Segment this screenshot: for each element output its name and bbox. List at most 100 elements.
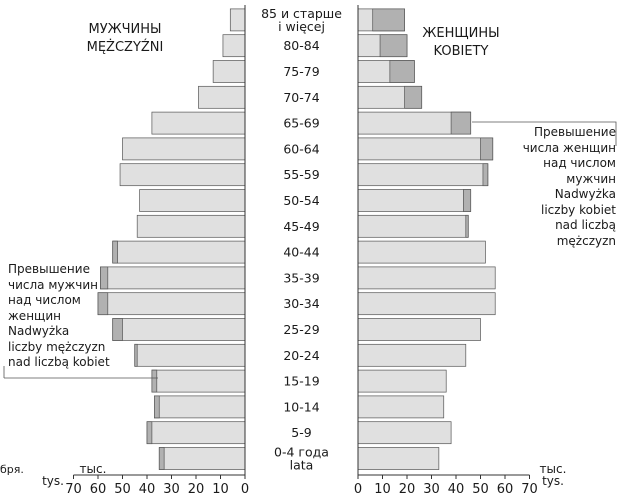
male-heading: МУЖЧИНЫ [88,22,161,37]
right-tick-label: 0 [354,482,362,497]
female-bar [357,421,452,445]
female-bar [357,214,469,238]
male-bar [119,163,246,187]
male-bar [151,369,246,393]
female-bar [357,292,496,316]
male-excess-annotation-line: женщин [8,308,61,323]
female-bar [357,343,467,367]
age-group-label: 20-24 [283,348,319,363]
right-unit-label: tys. [542,474,564,488]
right-tick-label: 50 [472,482,489,497]
left-tick-label: 0 [241,482,249,497]
age-group-label: 50-54 [283,193,319,208]
female-heading: ЖЕНЩИНЫ [422,26,499,41]
male-excess-segment [146,421,153,445]
female-excess-segment [463,189,472,212]
age-group-label: 15-19 [283,374,319,389]
left-unit-label: tys. [42,474,64,488]
male-excess-annotation-line: над числом [8,293,81,307]
male-bar [158,447,246,470]
female-excess-annotation-line: мужчин [566,171,616,186]
right-unit-label: тыс. [540,462,567,476]
right-tick-label: 30 [423,482,440,497]
male-excess-segment [100,266,109,290]
age-group-label: 0-4 года [274,445,329,460]
male-bar [139,189,246,212]
age-group-label: 30-34 [283,296,319,311]
male-excess-annotation-line: liczby mężczyzn [8,339,106,354]
age-group-label: 40-44 [283,245,319,260]
right-tick-label: 40 [448,482,465,497]
male-excess-annotation: Превышение числа мужчин над числом женщин Na… [8,262,138,371]
female-excess-annotation-line: над числом [543,156,616,170]
female-excess-segment [404,85,423,109]
female-excess-annotation-line: числа женщин [522,140,616,155]
left-tick-label: 70 [65,482,82,497]
age-group-label: 65-69 [283,116,319,131]
male-excess-segment [97,292,109,316]
left-tick-label: 30 [163,482,180,497]
age-group-label: 55-59 [283,167,319,182]
male-excess-annotation-line: nad liczbą kobiet [8,355,110,369]
female-excess-segment [389,60,415,83]
male-excess-segment [112,318,123,341]
female-bar [357,163,489,187]
female-bar [357,395,445,419]
female-excess-annotation-line: liczby kobiet [541,202,616,217]
right-tick-label: 70 [521,482,538,497]
male-bar [151,111,246,135]
female-excess-annotation-line: nad liczbą [555,218,616,232]
annotation-leader-lines [3,121,617,379]
male-bar [134,343,246,367]
clipped-left-text: бря. [0,463,24,476]
female-excess-segment [379,34,408,58]
right-tick-label: 60 [497,482,514,497]
female-bar [357,266,496,290]
male-excess-segment [158,447,165,470]
age-group-label: 45-49 [283,219,319,234]
male-excess-annotation-line: Превышение [8,262,90,276]
left-tick-label: 50 [114,482,131,497]
right-tick-label: 20 [399,482,416,497]
age-group-label: i więcej [278,19,325,34]
female-excess-segment [482,163,489,187]
male-bar [229,8,246,32]
male-heading: MĘŻCZYŹNI [87,39,164,55]
age-group-label: 5-9 [291,425,311,440]
male-excess-annotation-line: Nadwyżka [8,324,70,338]
female-excess-annotation-line: Превышение [534,125,616,139]
female-heading: KOBIETY [434,44,489,59]
female-excess-segment [480,137,494,161]
side-headings: МУЖЧИНЫ MĘŻCZYŹNI ЖЕНЩИНЫ KOBIETY [87,22,500,59]
female-excess-annotation: Превышение числа женщин над числом мужчин Na… [506,125,616,249]
male-bar [222,34,246,58]
left-tick-label: 10 [212,482,229,497]
female-excess-segment [450,111,472,135]
age-group-label: 35-39 [283,270,319,285]
age-group-label: 60-64 [283,141,319,156]
age-group-label: 10-14 [283,399,319,414]
left-tick-label: 40 [139,482,156,497]
female-excess-leader [472,121,617,146]
left-tick-label: 20 [188,482,205,497]
female-bar [357,137,494,161]
female-bars [357,8,496,470]
male-excess-segment [134,343,138,367]
age-group-label: 70-74 [283,90,319,105]
age-group-label: 25-29 [283,322,319,337]
axes: 70 60 50 40 30 20 10 0 0 10 20 30 40 50 60 70тыс.tys.ты… [0,5,566,497]
male-bar [112,240,246,264]
male-excess-segment [154,395,160,419]
left-unit-label: тыс. [80,462,107,476]
female-bar [357,318,481,341]
male-excess-segment [112,240,118,264]
male-bars [97,8,246,470]
age-group-label: 85 и старше [261,6,342,21]
female-excess-segment [372,8,405,32]
female-excess-annotation-line: Nadwyżka [554,187,616,201]
female-bar [357,240,486,264]
female-bar [357,189,472,212]
age-group-label: 80-84 [283,38,319,53]
female-bar [357,447,440,470]
